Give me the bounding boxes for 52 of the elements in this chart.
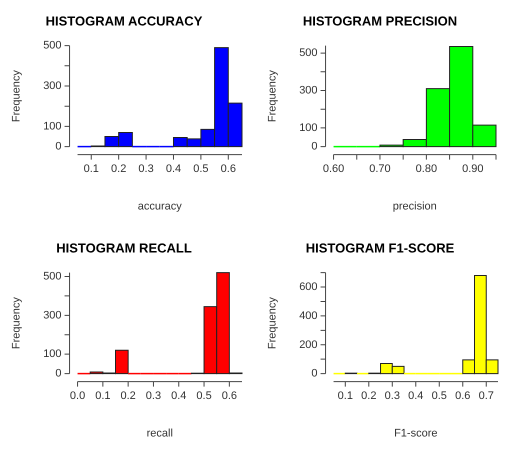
x-tick-label: 0.60 [322,163,344,176]
y-tick-label: 100 [43,120,62,132]
x-tick-label: 0.1 [338,390,353,402]
y-axis-title: Frequency [10,296,23,350]
y-tick-label: 500 [43,40,62,52]
x-tick-label: 0.1 [95,390,110,402]
x-tick-label: 0.6 [220,163,236,176]
y-tick-label: 600 [299,281,318,294]
x-tick-label: 0.6 [222,390,237,402]
y-axis-title: Frequency [10,70,23,122]
y-tick-label: 0 [55,368,62,380]
x-tick-label: 0.7 [478,390,494,402]
chart-title: HISTOGRAM ACCURACY [46,13,203,28]
y-tick-label: 100 [299,122,318,134]
y-tick-label: 300 [299,84,318,97]
chart-title: HISTOGRAM PRECISION [302,13,458,28]
y-tick-label: 400 [299,310,318,322]
x-tick-label: 0.4 [408,390,424,402]
x-axis-title: accuracy [138,200,182,212]
x-tick-label: 0.4 [166,163,182,176]
x-tick-label: 0.6 [455,390,470,402]
y-tick-label: 500 [43,270,62,283]
x-tick-label: 0.80 [416,163,438,176]
y-tick-label: 300 [43,80,62,92]
x-tick-label: 0.3 [384,390,400,402]
x-tick-label: 0.4 [171,390,186,402]
x-tick-label: 0.3 [138,163,154,176]
x-tick-label: 0.2 [120,390,136,402]
x-tick-label: 0.0 [70,390,86,402]
chart-title: HISTOGRAM F1-SCORE [306,240,455,256]
x-axis-title: F1-score [394,427,438,440]
y-tick-label: 0 [311,368,318,380]
y-tick-label: 100 [43,348,62,360]
y-axis-title: Frequency [266,296,279,350]
y-tick-label: 0 [55,140,62,153]
y-tick-label: 300 [43,309,62,322]
y-tick-label: 0 [311,140,318,153]
x-tick-label: 0.5 [193,163,209,176]
x-tick-label: 0.3 [146,390,162,402]
x-tick-label: 0.2 [361,390,376,402]
x-tick-label: 0.1 [84,163,99,176]
y-axis-title: Frequency [266,70,279,122]
x-tick-label: 0.5 [196,390,212,402]
x-tick-label: 0.2 [111,163,126,176]
x-tick-label: 0.90 [462,163,484,176]
chart-title: HISTOGRAM RECALL [56,240,192,256]
y-tick-label: 500 [299,47,318,60]
y-tick-label: 200 [299,338,318,351]
x-axis-title: recall [146,427,173,440]
x-axis-title: precision [392,200,437,212]
x-tick-label: 0.5 [432,390,447,402]
x-tick-label: 0.70 [369,163,391,176]
